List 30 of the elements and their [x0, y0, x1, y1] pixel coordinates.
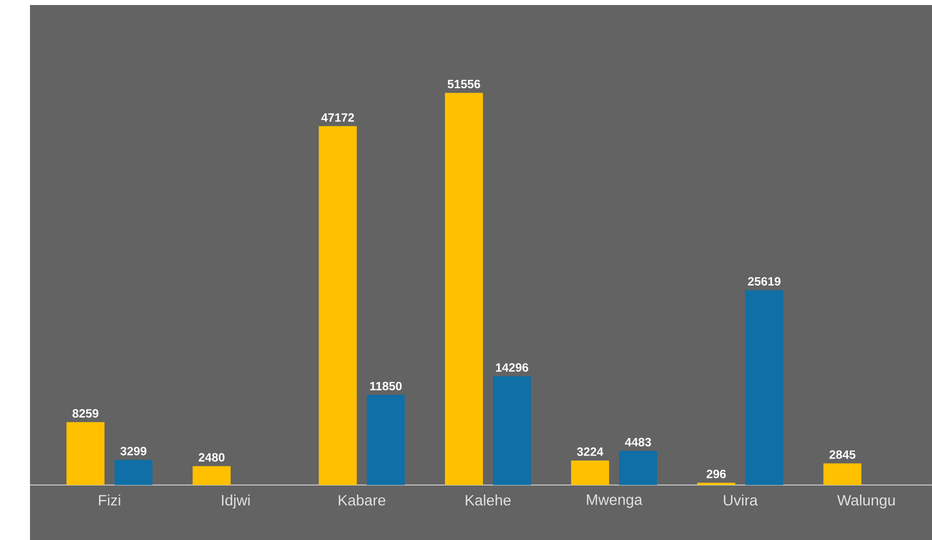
data-label: 47172 — [321, 113, 354, 122]
x-tick-label: Kalehe — [466, 494, 511, 506]
bar — [114, 460, 152, 485]
x-tick-label: Walungu — [837, 494, 895, 508]
data-label: 2480 — [198, 453, 224, 462]
data-label: 4483 — [624, 438, 652, 446]
bar — [192, 466, 231, 485]
x-tick-label: Mwenga — [586, 494, 642, 508]
data-label: 3299 — [120, 446, 146, 456]
bar — [66, 422, 104, 485]
data-label: 8259 — [72, 409, 98, 418]
bar — [366, 394, 405, 485]
x-tick-label: Kabare — [338, 494, 386, 506]
data-label: 296 — [706, 470, 726, 478]
data-label: 2845 — [829, 450, 856, 459]
bar — [444, 92, 483, 485]
bar — [619, 450, 658, 485]
data-label: 11850 — [370, 382, 402, 390]
data-label: 51556 — [448, 80, 480, 88]
bar — [492, 376, 531, 485]
bar — [823, 463, 862, 485]
x-tick-label: Uvira — [724, 494, 758, 506]
data-label: 25619 — [748, 277, 780, 286]
bar — [745, 290, 784, 485]
x-tick-label: Fizi — [99, 494, 120, 506]
data-label: 3224 — [577, 447, 604, 456]
data-label: 14296 — [496, 363, 528, 372]
x-tick-label: Idjwi — [222, 494, 250, 508]
bar — [318, 126, 357, 485]
bar — [571, 460, 610, 485]
